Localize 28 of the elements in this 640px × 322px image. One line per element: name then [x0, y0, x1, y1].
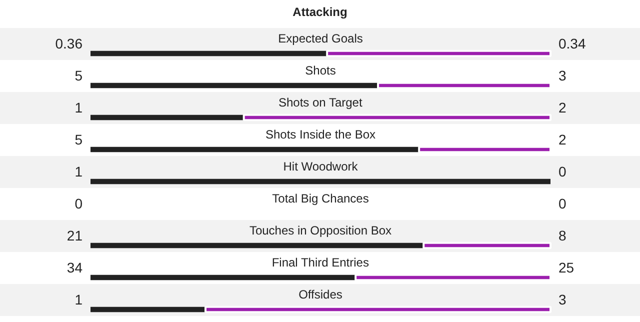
text: 0	[74, 196, 83, 212]
data-label: 0.36	[55, 36, 83, 52]
category-label: Shots Inside the Box	[265, 128, 376, 142]
data-label: 0.34	[558, 36, 586, 52]
data-label: 2	[558, 100, 566, 116]
category-label: Expected Goals	[278, 32, 363, 46]
text: 0	[558, 196, 566, 212]
text: Total Big Chances	[272, 192, 369, 206]
category-label: Shots on Target	[278, 96, 362, 110]
category-label: Final Third Entries	[272, 256, 369, 270]
data-label: 1	[74, 100, 83, 116]
category-label: Touches in Opposition Box	[249, 224, 392, 238]
data-label: 8	[558, 228, 566, 244]
data-label: 2	[558, 132, 566, 148]
data-label: 3	[558, 68, 566, 84]
category-label: Shots	[305, 64, 336, 78]
data-label: 1	[74, 292, 83, 308]
text: 0	[558, 164, 566, 180]
data-label: 5	[74, 68, 83, 84]
data-label: 5	[74, 132, 83, 148]
data-label: 1	[74, 164, 83, 180]
chart-title: Attacking	[292, 4, 348, 21]
category-label: Hit Woodwork	[283, 160, 358, 174]
data-label: 3	[558, 292, 566, 308]
data-label: 25	[558, 260, 574, 276]
category-label: Offsides	[298, 288, 342, 302]
data-label: 21	[66, 228, 83, 244]
data-label: 34	[66, 260, 83, 276]
